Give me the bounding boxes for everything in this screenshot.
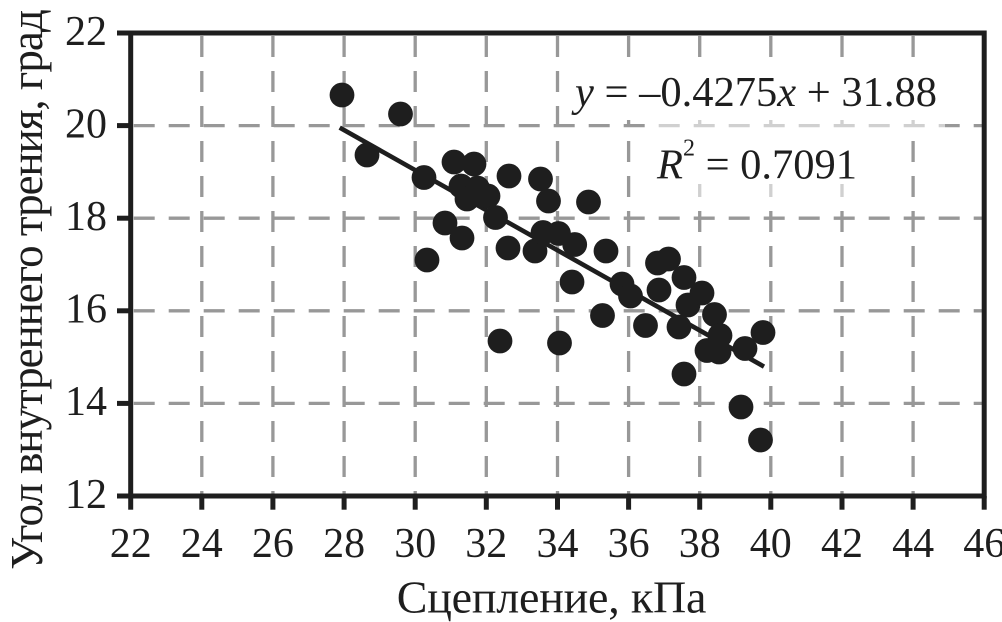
svg-text:28: 28 — [323, 521, 365, 567]
svg-text:42: 42 — [821, 521, 863, 567]
svg-text:44: 44 — [892, 521, 934, 567]
svg-text:16: 16 — [65, 287, 107, 333]
svg-text:24: 24 — [181, 521, 223, 567]
svg-text:38: 38 — [679, 521, 721, 567]
svg-text:30: 30 — [394, 521, 436, 567]
svg-text:Угол внутреннего трения, град: Угол внутреннего трения, град — [2, 10, 52, 570]
svg-text:Сцепление, кПа: Сцепление, кПа — [397, 572, 707, 622]
svg-text:34: 34 — [537, 521, 579, 567]
svg-text:18: 18 — [65, 194, 107, 240]
svg-text:22: 22 — [65, 9, 107, 55]
svg-text:40: 40 — [750, 521, 792, 567]
svg-text:36: 36 — [608, 521, 650, 567]
svg-text:12: 12 — [65, 472, 107, 518]
svg-text:14: 14 — [65, 379, 107, 425]
svg-text:26: 26 — [252, 521, 294, 567]
svg-text:32: 32 — [465, 521, 507, 567]
svg-text:46: 46 — [963, 521, 1002, 567]
svg-text:R2 = 0.7091: R2 = 0.7091 — [656, 136, 857, 189]
svg-text:22: 22 — [110, 521, 152, 567]
svg-text:y = –0.4275x + 31.88: y = –0.4275x + 31.88 — [571, 69, 937, 116]
svg-text:20: 20 — [65, 101, 107, 147]
